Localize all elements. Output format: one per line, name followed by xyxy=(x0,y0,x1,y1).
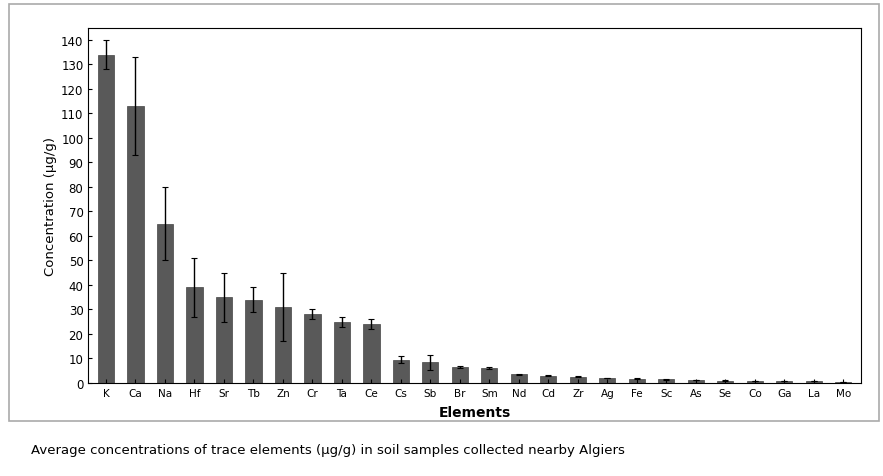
Bar xyxy=(363,325,380,383)
Bar xyxy=(334,322,350,383)
Bar xyxy=(688,380,704,383)
Bar xyxy=(245,300,261,383)
Bar xyxy=(510,375,527,383)
Bar xyxy=(98,56,114,383)
Bar xyxy=(805,381,822,383)
Text: Average concentrations of trace elements (μg/g) in soil samples collected nearby: Average concentrations of trace elements… xyxy=(31,443,625,456)
Bar xyxy=(393,360,409,383)
Bar xyxy=(776,381,792,383)
Bar xyxy=(600,378,615,383)
Bar xyxy=(422,362,439,383)
Bar xyxy=(186,288,202,383)
Bar xyxy=(127,107,144,383)
Bar xyxy=(658,379,675,383)
Y-axis label: Concentration (μg/g): Concentration (μg/g) xyxy=(44,137,57,275)
Bar xyxy=(629,379,645,383)
Bar xyxy=(570,377,586,383)
Bar xyxy=(835,382,851,383)
Bar xyxy=(452,367,468,383)
Bar xyxy=(717,381,734,383)
Bar xyxy=(540,376,556,383)
Bar xyxy=(215,298,232,383)
X-axis label: Elements: Elements xyxy=(439,405,510,419)
Bar xyxy=(275,307,291,383)
Bar xyxy=(747,381,763,383)
Bar xyxy=(481,368,497,383)
Bar xyxy=(157,224,173,383)
Bar xyxy=(305,315,321,383)
